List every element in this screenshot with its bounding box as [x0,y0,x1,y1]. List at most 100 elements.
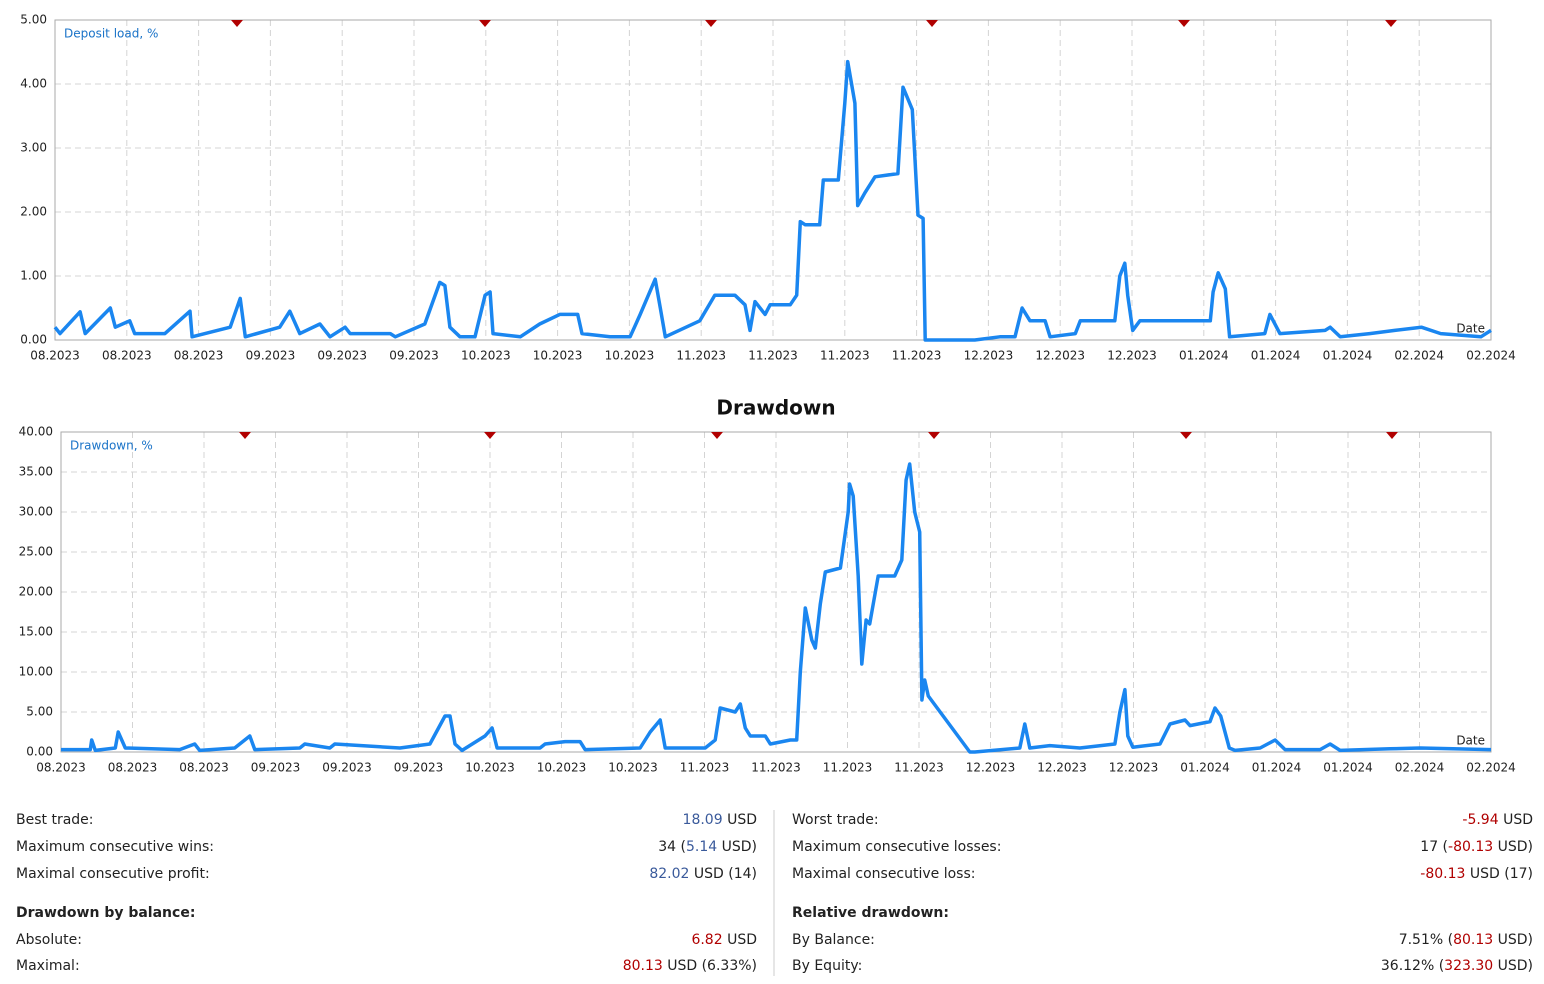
x-tick-label: 01.2024 [1180,761,1230,775]
chart-title: Drawdown [716,396,835,420]
x-tick-label: 08.2023 [36,761,86,775]
y-tick-label: 10.00 [19,665,53,679]
stat-value-part: USD [1499,812,1533,828]
x-axis-label: Date [1456,734,1485,748]
x-tick-label: 11.2023 [894,761,944,775]
stat-value: 7.51% (80.13 USD) [1399,932,1533,948]
marker [1385,20,1397,27]
y-tick-label: 15.00 [19,625,53,639]
stat-value-part: -80.13 [1420,866,1465,882]
stat-value-part: 6.82 [691,932,722,948]
stat-value: -80.13 USD (17) [1420,866,1533,882]
stat-value-part: USD [723,812,757,828]
x-tick-label: 10.2023 [465,761,515,775]
stat-value-part: 80.13 [1453,932,1493,948]
marker [1386,432,1398,439]
stat-value: 80.13 USD (6.33%) [623,958,757,974]
stat-value-part: 5.14 [686,839,717,855]
trade-markers [231,20,1398,439]
stat-value-part: 80.13 [623,958,663,974]
stat-value-part: USD (6.33%) [663,958,757,974]
x-tick-label: 09.2023 [322,761,372,775]
x-tick-label: 08.2023 [108,761,158,775]
stat-value-part: USD) [1493,932,1533,948]
y-axis-label: Drawdown, % [70,439,153,453]
y-tick-label: 1.00 [20,269,47,283]
x-tick-label: 11.2023 [676,349,726,363]
x-tick-label: 10.2023 [461,349,511,363]
x-tick-label: 08.2023 [102,349,152,363]
marker [239,432,251,439]
line [61,462,1492,754]
y-tick-label: 5.00 [20,13,47,27]
stat-value: 18.09 USD [683,812,757,828]
marker [705,20,717,27]
x-tick-label: 08.2023 [30,349,80,363]
stat-value-part: -80.13 [1448,839,1493,855]
stat-value: 17 (-80.13 USD) [1420,839,1533,855]
stat-value-part: USD (17) [1465,866,1533,882]
x-tick-label: 01.2024 [1252,761,1302,775]
y-tick-label: 25.00 [19,545,53,559]
stat-value-part: 36.12% ( [1381,958,1444,974]
stat-value-part: USD (14) [689,866,757,882]
x-tick-label: 01.2024 [1251,349,1301,363]
stat-label: Maximum consecutive losses: [792,839,1001,855]
x-tick-label: 12.2023 [966,761,1016,775]
x-tick-label: 12.2023 [1035,349,1085,363]
line [53,59,1492,342]
marker [1178,20,1190,27]
x-tick-label: 12.2023 [1109,761,1159,775]
y-tick-label: 4.00 [20,77,47,91]
x-tick-label: 09.2023 [251,761,301,775]
stat-label: Maximum consecutive wins: [16,839,214,855]
x-tick-label: 11.2023 [892,349,942,363]
x-tick-label: 01.2024 [1323,761,1373,775]
x-tick-label: 10.2023 [608,761,658,775]
x-tick-label: 12.2023 [1107,349,1157,363]
stat-value-part: USD [723,932,757,948]
marker [1180,432,1192,439]
stat-label: Maximal consecutive profit: [16,866,210,882]
stat-label: Maximal: [16,958,80,974]
x-tick-label: 11.2023 [748,349,798,363]
y-axis-label: Deposit load, % [64,27,158,41]
stat-label: Worst trade: [792,812,879,828]
x-tick-label: 01.2024 [1323,349,1373,363]
x-tick-label: 12.2023 [1037,761,1087,775]
x-tick-label: 02.2024 [1466,761,1516,775]
x-tick-label: 02.2024 [1466,349,1516,363]
x-tick-label: 09.2023 [317,349,367,363]
x-tick-label: 10.2023 [605,349,655,363]
stat-value-part: 82.02 [649,866,689,882]
marker [926,20,938,27]
marker [928,432,940,439]
x-tick-label: 11.2023 [823,761,873,775]
y-tick-label: 20.00 [19,585,53,599]
x-tick-label: 09.2023 [246,349,296,363]
x-tick-label: 12.2023 [964,349,1014,363]
x-axis-label: Date [1456,322,1485,336]
marker [479,20,491,27]
section-title: Drawdown by balance: [16,905,195,921]
stat-value: 36.12% (323.30 USD) [1381,958,1533,974]
y-tick-label: 3.00 [20,141,47,155]
section-title: Relative drawdown: [792,905,949,921]
stat-value: -5.94 USD [1462,812,1533,828]
stat-label: Absolute: [16,932,82,948]
stat-value-part: 18.09 [683,812,723,828]
stat-value-part: 323.30 [1444,958,1493,974]
y-tick-label: 30.00 [19,505,53,519]
plot-border [54,19,1492,341]
x-tick-label: 11.2023 [680,761,730,775]
stat-value-part: 7.51% ( [1399,932,1453,948]
stat-value-part: 17 ( [1420,839,1448,855]
x-tick-label: 09.2023 [389,349,439,363]
stat-value-part: -5.94 [1462,812,1498,828]
stat-value: 6.82 USD [691,932,757,948]
x-tick-label: 08.2023 [179,761,229,775]
marker [231,20,243,27]
marker [711,432,723,439]
marker [484,432,496,439]
